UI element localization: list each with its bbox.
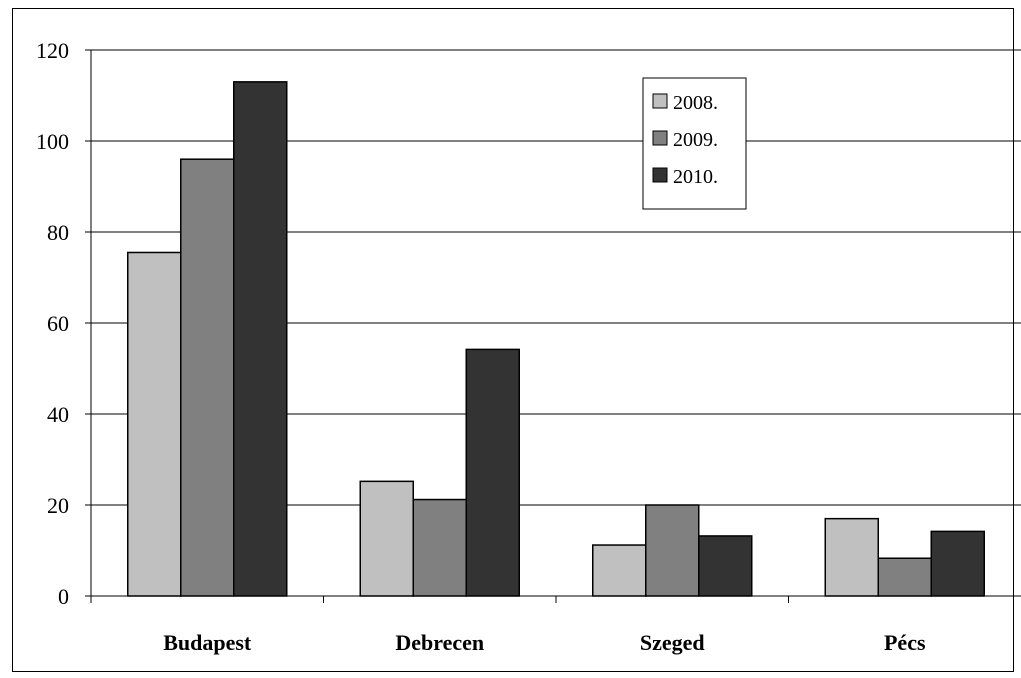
bar-szeged-2010 (698, 535, 753, 597)
legend: 2008. 2009. 2010. (642, 77, 747, 210)
y-tick-label: 0 (58, 584, 69, 609)
bar-p-cs-2010 (930, 530, 985, 597)
x-category-label: Szeged (640, 630, 705, 655)
bars (127, 81, 985, 597)
bar-p-cs-2009 (877, 557, 932, 597)
x-category-label: Pécs (884, 630, 926, 655)
legend-label: 2008. (673, 92, 718, 114)
bar-debrecen-2008 (359, 480, 414, 597)
y-tick-label: 120 (36, 38, 69, 63)
y-tick-label: 40 (47, 402, 69, 427)
legend-label: 2009. (673, 129, 718, 151)
x-category-label: Debrecen (395, 630, 484, 655)
legend-label: 2010. (673, 166, 718, 188)
y-axis: 0 20 40 60 80 100 120 (36, 38, 92, 609)
bar-debrecen-2009 (412, 498, 467, 597)
bar-p-cs-2008 (824, 517, 879, 597)
bar-budapest-2009 (180, 158, 235, 597)
y-tick-label: 100 (36, 129, 69, 154)
x-axis: Budapest Debrecen Szeged Pécs (90, 595, 1021, 655)
bar-budapest-2008 (127, 251, 182, 597)
y-tick-label: 60 (47, 311, 69, 336)
bar-budapest-2010 (233, 81, 288, 597)
y-tick-label: 80 (47, 220, 69, 245)
y-tick-label: 20 (47, 493, 69, 518)
legend-swatch (652, 130, 668, 146)
legend-swatch (652, 167, 668, 183)
bar-szeged-2009 (645, 504, 700, 597)
bar-szeged-2008 (592, 544, 647, 597)
legend-swatch (652, 93, 668, 109)
bar-debrecen-2010 (465, 348, 520, 597)
x-category-label: Budapest (163, 630, 252, 655)
